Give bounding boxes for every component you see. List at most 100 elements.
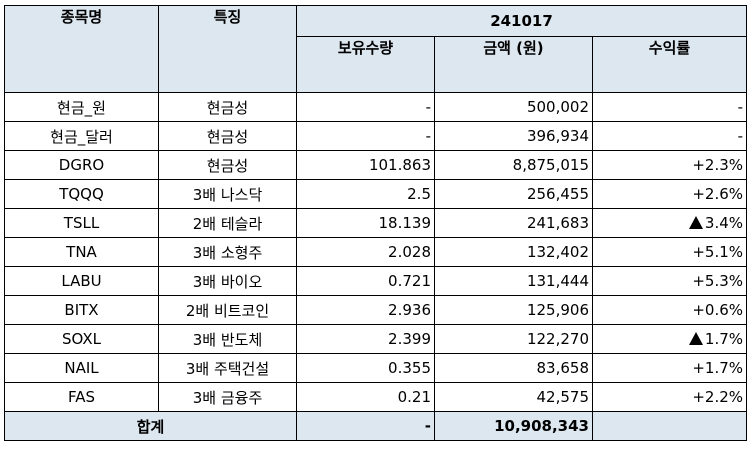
- cell-amount-text: 83,658: [536, 359, 590, 377]
- cell-amount-text: 125,906: [526, 301, 589, 319]
- cell-name-text: 현금_원: [57, 98, 106, 117]
- cell-amount-text: 131,444: [526, 272, 589, 290]
- cell-feature: 현금성: [158, 150, 297, 180]
- cell-holdings: 0.21: [296, 382, 435, 412]
- cell-amount-text: 122,270: [526, 330, 589, 348]
- cell-feature-text: 현금성: [206, 156, 249, 175]
- table-row: BITX 2배 비트코인 2.936 125,906 +0.6%: [4, 295, 748, 325]
- cell-feature: 3배 바이오: [158, 266, 297, 296]
- cell-holdings: -: [296, 121, 435, 151]
- total-holdings: -: [296, 411, 435, 441]
- cell-name-text: NAIL: [64, 359, 99, 377]
- cell-name-text: LABU: [61, 272, 102, 290]
- cell-return: +2.6%: [591, 179, 748, 209]
- cell-amount-text: 42,575: [536, 388, 590, 406]
- cell-return: +0.6%: [591, 295, 748, 325]
- total-row: 합계 - 10,908,343: [4, 411, 748, 441]
- header-amount: 금액 (원): [434, 36, 593, 93]
- cell-return: 1.7%: [591, 324, 748, 354]
- cell-amount-text: 132,402: [526, 243, 589, 261]
- table-row: 현금_달러 현금성 - 396,934 -: [4, 121, 748, 151]
- header-date: 241017: [295, 5, 748, 37]
- cell-feature: 3배 소형주: [158, 237, 297, 267]
- cell-amount-text: 241,683: [526, 214, 589, 232]
- cell-holdings-text: 2.028: [388, 243, 431, 261]
- cell-name-text: DGRO: [58, 156, 105, 174]
- table-row: LABU 3배 바이오 0.721 131,444 +5.3%: [4, 266, 748, 296]
- cell-name-text: TSLL: [63, 214, 100, 232]
- cell-amount: 83,658: [434, 353, 593, 383]
- cell-return-text: +0.6%: [692, 301, 744, 319]
- cell-amount-text: 396,934: [526, 127, 589, 145]
- cell-name-text: TNA: [66, 243, 97, 261]
- header-feature: 특징: [158, 5, 297, 93]
- cell-amount: 241,683: [434, 208, 593, 238]
- cell-feature-text: 3배 반도체: [192, 330, 263, 349]
- cell-feature: 3배 반도체: [158, 324, 297, 354]
- cell-name: FAS: [4, 382, 159, 412]
- cell-feature-text: 3배 바이오: [192, 272, 263, 291]
- cell-return-text: -: [737, 98, 744, 116]
- cell-name-text: TQQQ: [59, 185, 104, 203]
- cell-holdings: 18.139: [296, 208, 435, 238]
- cell-amount: 42,575: [434, 382, 593, 412]
- cell-name: DGRO: [4, 150, 159, 180]
- header-return: 수익률: [591, 36, 748, 93]
- cell-feature-text: 3배 소형주: [192, 243, 263, 262]
- cell-name: LABU: [4, 266, 159, 296]
- cell-holdings-text: 2.5: [407, 185, 431, 203]
- cell-return-text: +2.2%: [692, 388, 744, 406]
- up-triangle-icon: [688, 332, 703, 345]
- cell-feature-text: 3배 금융주: [192, 388, 263, 407]
- cell-return-text: +5.3%: [692, 272, 744, 290]
- cell-feature-text: 3배 주택건설: [185, 359, 270, 378]
- cell-amount-text: 256,455: [526, 185, 589, 203]
- table-row: TQQQ 3배 나스닥 2.5 256,455 +2.6%: [4, 179, 748, 209]
- cell-amount: 131,444: [434, 266, 593, 296]
- cell-amount: 132,402: [434, 237, 593, 267]
- cell-name: TNA: [4, 237, 159, 267]
- cell-name: TQQQ: [4, 179, 159, 209]
- cell-name: SOXL: [4, 324, 159, 354]
- cell-holdings: 0.721: [296, 266, 435, 296]
- cell-amount: 8,875,015: [434, 150, 593, 180]
- cell-return-text: 1.7%: [704, 330, 744, 348]
- cell-feature-text: 현금성: [206, 127, 249, 146]
- cell-holdings: 0.355: [296, 353, 435, 383]
- cell-holdings-text: 18.139: [378, 214, 432, 232]
- table-body: 현금_원 현금성 -500,002- 현금_달러 현금성 -396,934- DGRO 현금성…: [4, 92, 748, 412]
- cell-holdings-text: 0.355: [388, 359, 431, 377]
- cell-amount: 125,906: [434, 295, 593, 325]
- table-row: 현금_원 현금성 - 500,002 -: [4, 92, 748, 122]
- cell-amount: 500,002: [434, 92, 593, 122]
- cell-holdings-text: -: [425, 98, 431, 116]
- cell-holdings-text: 101.863: [368, 156, 431, 174]
- cell-feature: 3배 금융주: [158, 382, 297, 412]
- cell-feature: 2배 테슬라: [158, 208, 297, 238]
- cell-amount: 256,455: [434, 179, 593, 209]
- cell-feature-text: 3배 나스닥: [192, 185, 263, 204]
- cell-return: -: [591, 92, 748, 122]
- cell-return-text: +5.1%: [692, 243, 744, 261]
- total-label: 합계: [4, 411, 297, 441]
- cell-holdings-text: 0.21: [397, 388, 431, 406]
- table-row: FAS 3배 금융주 0.21 42,575 +2.2%: [4, 382, 748, 412]
- cell-holdings-text: -: [425, 127, 431, 145]
- cell-return-text: 3.4%: [704, 214, 744, 232]
- cell-feature-text: 2배 비트코인: [185, 301, 270, 320]
- cell-holdings: 101.863: [296, 150, 435, 180]
- cell-return-text: +1.7%: [692, 359, 744, 377]
- total-return: [591, 411, 748, 441]
- table-row: SOXL 3배 반도체 2.399 122,270 1.7%: [4, 324, 748, 354]
- table-row: TSLL 2배 테슬라 18.139 241,683 3.4%: [4, 208, 748, 238]
- cell-return-text: +2.3%: [692, 156, 744, 174]
- cell-name: BITX: [4, 295, 159, 325]
- table-row: DGRO 현금성 101.863 8,875,015 +2.3%: [4, 150, 748, 180]
- cell-feature: 현금성: [158, 92, 297, 122]
- cell-holdings-text: 2.399: [388, 330, 431, 348]
- cell-amount: 396,934: [434, 121, 593, 151]
- up-triangle-icon: [688, 216, 703, 229]
- cell-holdings: 2.028: [296, 237, 435, 267]
- header-holdings: 보유수량: [296, 36, 435, 93]
- cell-name: NAIL: [4, 353, 159, 383]
